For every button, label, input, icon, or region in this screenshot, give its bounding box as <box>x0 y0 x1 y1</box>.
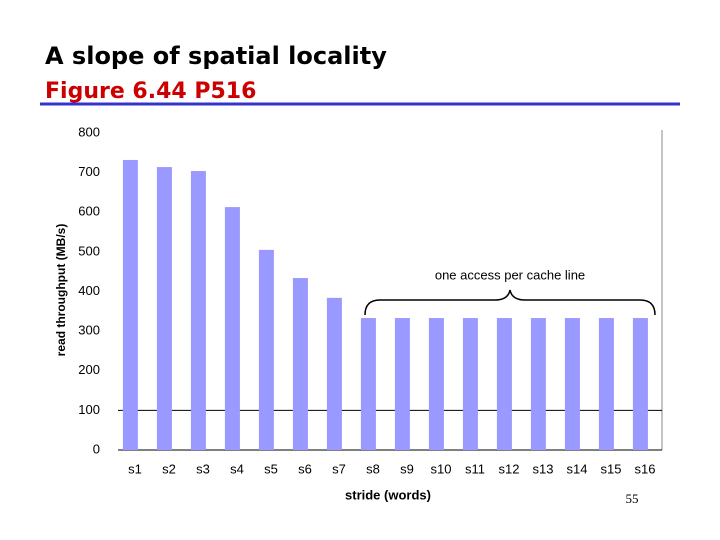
y-tick-label: 100 <box>78 402 100 417</box>
x-tick-label: s16 <box>635 461 656 476</box>
x-axis-label: stride (words) <box>345 487 431 502</box>
bar <box>292 278 308 450</box>
y-tick-label: 700 <box>78 164 100 179</box>
x-tick-label: s15 <box>601 461 622 476</box>
x-tick-label: s6 <box>298 461 312 476</box>
x-tick-label: s5 <box>264 461 278 476</box>
page-number: 55 <box>626 491 639 506</box>
x-tick-label: s7 <box>332 461 346 476</box>
x-tick-label: s13 <box>533 461 554 476</box>
bar <box>326 297 342 450</box>
bar <box>564 318 580 450</box>
annotation: one access per cache line <box>435 267 585 282</box>
bar <box>530 318 546 450</box>
bar <box>632 318 648 450</box>
y-tick-label: 200 <box>78 362 100 377</box>
bar <box>462 318 478 450</box>
x-tick-label: s4 <box>230 461 244 476</box>
bar <box>598 318 614 450</box>
x-tick-label: s3 <box>196 461 210 476</box>
slide-title: A slope of spatial locality <box>45 42 387 70</box>
x-tick-label: s8 <box>366 461 380 476</box>
x-tick-label: s1 <box>128 461 142 476</box>
bar <box>190 171 206 451</box>
bar <box>122 159 138 450</box>
bar <box>156 167 172 450</box>
bar <box>394 318 410 450</box>
x-tick-label: s11 <box>465 461 485 476</box>
x-tick-label: s12 <box>499 461 520 476</box>
x-tick-label: s9 <box>400 461 414 476</box>
bar <box>258 249 274 450</box>
y-tick-label: 800 <box>78 124 100 139</box>
y-axis-label: read throughput (MB/s) <box>54 224 68 357</box>
x-tick-label: s10 <box>431 461 452 476</box>
brace <box>364 289 656 316</box>
y-tick-label: 400 <box>78 283 100 298</box>
x-tick-label: s2 <box>162 461 176 476</box>
bar <box>428 318 444 450</box>
x-tick-label: s14 <box>567 461 588 476</box>
y-tick-label: 600 <box>78 204 100 219</box>
bar <box>496 318 512 450</box>
y-tick-label: 0 <box>93 441 100 456</box>
y-tick-label: 300 <box>78 323 100 338</box>
bar <box>224 207 240 450</box>
slide-subtitle: Figure 6.44 P516 <box>45 79 256 104</box>
bar <box>360 318 376 450</box>
y-tick-label: 500 <box>78 243 100 258</box>
